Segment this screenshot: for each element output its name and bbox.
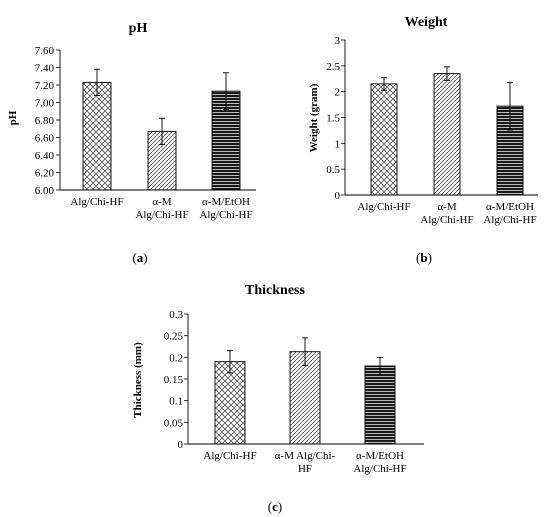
- chart-b-ylabel: Weight (gram): [308, 83, 320, 152]
- chart-c-ytick-label: 0.05: [164, 417, 184, 429]
- chart-c-category-label: α-M Alg/Chi-HF: [275, 450, 336, 475]
- chart-a-category-label: α-M/EtOH Alg/Chi-HF: [199, 196, 252, 221]
- chart-c-category-label: α-M/EtOH Alg/Chi-HF: [353, 450, 406, 475]
- chart-c-ytick-label: 0.3: [169, 309, 183, 321]
- chart-b-panel-label: (b): [416, 250, 432, 265]
- chart-b-bar: [370, 83, 398, 196]
- chart-b-title: Weight: [405, 15, 448, 30]
- chart-b-ytick-label: 0: [335, 190, 341, 202]
- chart-b-ytick-label: 2: [335, 87, 341, 99]
- chart-b-ytick-label: 2.5: [326, 61, 340, 73]
- chart-b-errorbar: [507, 81, 513, 131]
- chart-c-ytick-label: 0.1: [169, 396, 183, 408]
- chart-c-category-label: Alg/Chi-HF: [203, 450, 256, 462]
- chart-a-ytick-label: 7.00: [35, 98, 55, 110]
- chart-b-ytick-label: 1: [335, 138, 341, 150]
- chart-b-errorbars: [381, 66, 513, 131]
- chart-a-errorbars: [94, 68, 229, 145]
- chart-b-bar: [433, 73, 461, 196]
- chart-a-ytick-label: 6.80: [35, 115, 55, 127]
- chart-panel-c: Thickness Thickness (mm) 0 0.05 0.1 0.15 0.2…: [132, 283, 424, 514]
- chart-c-ytick-label: 0: [178, 439, 184, 451]
- chart-b-ytick-label: 3: [335, 35, 341, 47]
- chart-a-ytick-label: 6.00: [35, 185, 55, 197]
- chart-c-axes: [187, 314, 424, 445]
- chart-a-panel-letter: a: [137, 250, 144, 265]
- chart-a-ytick-label: 7.60: [35, 45, 55, 57]
- chart-panel-b: Weight Weight (gram) 0 0.5 1 1.5 2 2.5 3 Alg/C…: [308, 15, 538, 265]
- chart-c-panel-label: (c): [268, 499, 282, 514]
- chart-a-title: pH: [129, 21, 148, 36]
- chart-b-category-label: Alg/Chi-HF: [357, 201, 410, 213]
- chart-a-ytick-label: 6.60: [35, 133, 55, 145]
- chart-a-ylabel: pH: [7, 110, 19, 125]
- chart-c-errorbar: [227, 349, 233, 374]
- chart-c-categories: Alg/Chi-HF α-M Alg/Chi-HF α-M/EtOH Alg/Chi-…: [203, 450, 406, 475]
- chart-a-bars: [82, 81, 241, 191]
- chart-a-axes: [59, 50, 256, 191]
- chart-b-errorbar: [444, 66, 450, 81]
- chart-a-ytick-label: 6.40: [35, 150, 55, 162]
- chart-a-categories: Alg/Chi-HF α-M Alg/Chi-HF α-M/EtOH Alg/Chi-H…: [70, 196, 252, 221]
- chart-a-ytick-label: 6.20: [35, 168, 55, 180]
- chart-a-yticks: 6.00 6.20 6.40 6.60 6.80 7.00 7.20 7.40 7.60: [35, 45, 60, 197]
- chart-c-ylabel: Thickness (mm): [132, 342, 144, 418]
- chart-b-ytick-label: 0.5: [326, 164, 340, 176]
- chart-b-ytick-label: 1.5: [326, 113, 340, 125]
- chart-b-category-label: α-M Alg/Chi-HF: [420, 201, 473, 226]
- chart-c-panel-letter: c: [272, 499, 278, 514]
- chart-a-errorbar: [159, 117, 165, 145]
- chart-c-errorbars: [227, 337, 383, 376]
- chart-c-bar: [214, 361, 246, 445]
- chart-a-ytick-label: 7.20: [35, 80, 55, 92]
- chart-b-categories: Alg/Chi-HF α-M Alg/Chi-HF α-M/EtOH Alg/Chi-H…: [357, 201, 536, 226]
- chart-a-panel-label: (a): [132, 250, 147, 265]
- chart-b-axes: [344, 40, 538, 196]
- chart-c-bars: [214, 351, 396, 445]
- chart-c-yticks: 0 0.05 0.1 0.15 0.2 0.25 0.3: [164, 309, 188, 451]
- chart-panel-a: pH pH 6.00 6.20 6.40 6.60 6.80 7.00 7.20 7.40 7.…: [7, 21, 256, 265]
- chart-b-yticks: 0 0.5 1 1.5 2 2.5 3: [326, 35, 345, 202]
- chart-c-bar: [289, 351, 321, 445]
- chart-c-ytick-label: 0.15: [164, 374, 184, 386]
- chart-b-panel-letter: b: [420, 250, 427, 265]
- chart-c-ytick-label: 0.25: [164, 331, 184, 343]
- chart-a-category-label: Alg/Chi-HF: [70, 196, 123, 208]
- chart-c-bar: [364, 365, 396, 445]
- chart-c-ytick-label: 0.2: [169, 352, 183, 364]
- chart-b-errorbar: [381, 77, 387, 91]
- chart-a-bar: [82, 81, 112, 191]
- chart-b-category-label: α-M/EtOH Alg/Chi-HF: [483, 201, 536, 226]
- chart-c-errorbar: [302, 337, 308, 367]
- chart-c-errorbar: [377, 356, 383, 376]
- chart-a-errorbar: [94, 68, 100, 96]
- chart-a-ytick-label: 7.40: [35, 63, 55, 75]
- chart-c-title: Thickness: [245, 283, 305, 298]
- chart-a-category-label: α-M Alg/Chi-HF: [135, 196, 188, 221]
- chart-a-errorbar: [223, 72, 229, 110]
- chart-b-bars: [370, 73, 524, 196]
